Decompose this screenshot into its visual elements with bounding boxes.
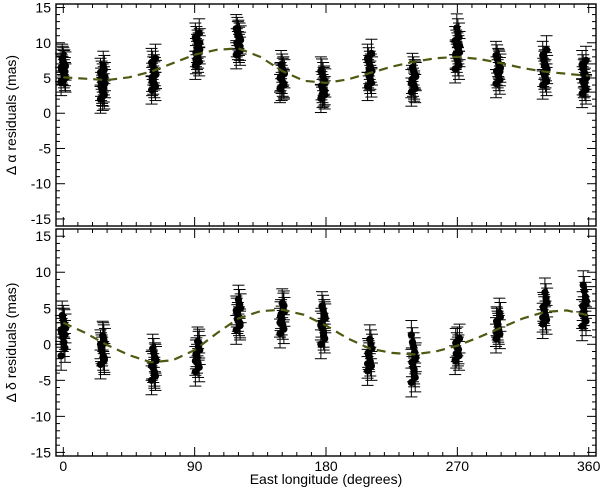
top-data-point — [193, 28, 206, 58]
bottom-data-point — [274, 307, 287, 338]
bottom-data-point — [491, 307, 504, 338]
x-tick-label: 0 — [59, 458, 67, 474]
top-y-tick-label: -10 — [31, 176, 51, 192]
bottom-data-point — [97, 322, 110, 353]
top-y-tick-label: 10 — [35, 35, 51, 51]
bottom-y-tick-label: 5 — [43, 300, 51, 316]
bottom-data-point — [277, 290, 290, 321]
top-y-tick-label: 5 — [43, 70, 51, 86]
bottom-y-tick-label: 0 — [43, 336, 51, 352]
bottom-data-point — [98, 343, 111, 373]
bottom-data-point — [317, 320, 330, 351]
top-data-point — [577, 59, 590, 89]
top-data-point — [56, 45, 69, 75]
bottom-data-point — [149, 343, 162, 374]
x-tick-label: 90 — [187, 458, 203, 474]
bottom-data-point — [490, 317, 503, 347]
top-y-tick-label: 0 — [43, 105, 51, 121]
top-y-tick-label: 15 — [35, 0, 51, 16]
top-data-point — [453, 30, 466, 61]
top-data-point — [538, 50, 551, 80]
bottom-y-tick-label: -15 — [31, 444, 51, 460]
delta-residuals-panel: -15 -10 -5 0 5 10 15 0 90 180 270 360 — [31, 228, 600, 474]
top-plot-frame — [55, 3, 597, 227]
bottom-y-tick-label: 10 — [35, 264, 51, 280]
alpha-residuals-panel: -15 -10 -5 0 5 10 15 — [31, 0, 597, 227]
top-data-point — [363, 54, 376, 85]
top-data-point — [450, 13, 463, 43]
top-model-curve — [63, 47, 589, 85]
bottom-data-point — [189, 345, 202, 376]
bottom-y-tick-label: 15 — [35, 228, 51, 244]
top-data-point — [578, 67, 591, 97]
top-data-point — [96, 81, 109, 111]
bottom-model-curve — [62, 308, 589, 364]
bottom-data-point — [579, 289, 592, 319]
bottom-data-point — [145, 351, 158, 381]
x-tick-label: 360 — [577, 458, 600, 474]
top-data-point — [146, 66, 159, 97]
bottom-data-point — [536, 302, 549, 333]
bottom-data-point — [234, 308, 247, 339]
bottom-y-tick-label: -10 — [31, 408, 51, 424]
top-y-tick-label: -5 — [39, 140, 52, 156]
x-axis-label: East longitude (degrees) — [250, 471, 403, 487]
bottom-data-point — [148, 358, 161, 389]
top-y-tick-label: -15 — [31, 211, 51, 227]
top-data-point — [232, 26, 245, 56]
top-data-point — [189, 45, 202, 75]
x-tick-label: 270 — [446, 458, 470, 474]
bottom-y-tick-label: -5 — [39, 372, 52, 388]
top-data-point — [408, 72, 421, 102]
x-tick-label: 180 — [314, 458, 338, 474]
alpha-residuals-y-axis-label: Δ α residuals (mas) — [3, 55, 19, 175]
delta-residuals-y-axis-label: Δ δ residuals (mas) — [3, 283, 19, 403]
bottom-data-point — [450, 338, 463, 369]
top-data-point — [316, 78, 329, 109]
bottom-data-point — [361, 348, 374, 379]
